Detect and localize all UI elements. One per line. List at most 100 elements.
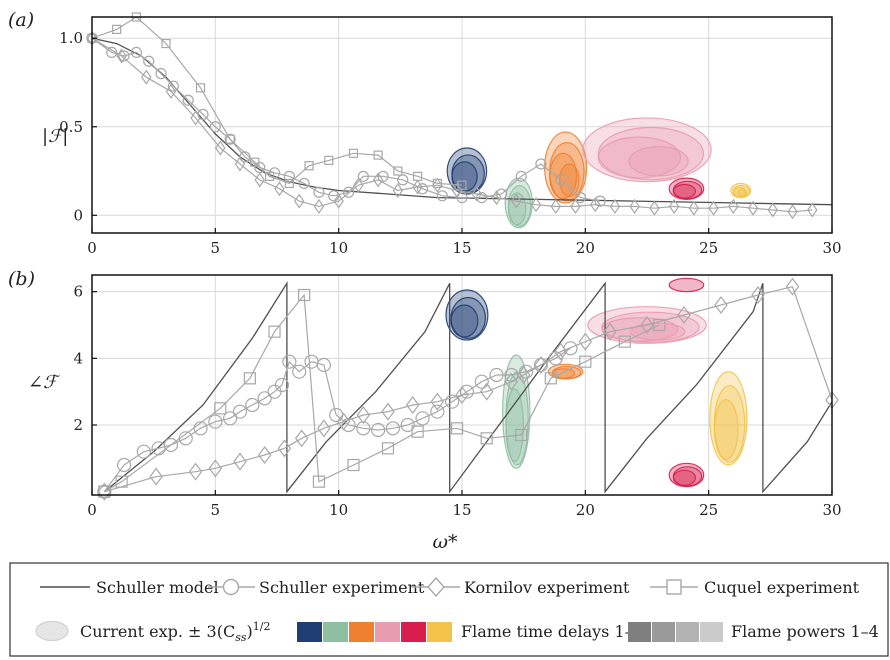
panel-b-kornilov-experiment-point (504, 372, 519, 391)
panel-a-kornilov-experiment-point (116, 48, 127, 64)
panel-b-schuller-experiment-point (232, 404, 248, 419)
panel-b-ticks: 0 5 10 15 20 25 30 2 4 6 (73, 283, 841, 519)
panel-a-schuller-experiment-line (91, 37, 601, 202)
panel-b-ytick-label: 6 (73, 283, 83, 301)
panel-b-kornilov-experiment-point (430, 392, 445, 411)
panel-b-kornilov-experiment-point (714, 296, 728, 314)
panel-a-kornilov-experiment-point (629, 198, 640, 214)
panel-a-kornilov-experiment-point (165, 83, 177, 99)
legend-power-swatches (628, 622, 723, 642)
panel-b-cuquel-experiment-point (411, 425, 424, 438)
panel-a-schuller-experiment-point (313, 186, 325, 198)
panel-a-schuller-experiment-point (130, 46, 142, 59)
panel-a-schuller-experiment-point (594, 195, 606, 207)
panel-a-kornilov-experiment-point (190, 110, 201, 126)
panel-b-kornilov-experiment-point (534, 356, 548, 374)
panel-a-cuquel-experiment-point (284, 178, 294, 189)
panel-b-schuller-experiment-point (415, 411, 430, 426)
panel-b-kornilov-experiment-line (104, 285, 833, 493)
panel-b-schuller-experiment-point (316, 357, 331, 373)
panel-a-schuller-experiment-point (167, 80, 179, 92)
panel-a-cuquel-experiment-point (373, 150, 383, 160)
panel-b-xtick-label: 25 (699, 501, 718, 519)
panel-b-kornilov-experiment-point (785, 277, 800, 296)
panel-a-kornilov-experiment-point (570, 198, 581, 214)
legend-power-swatch-1 (628, 622, 651, 642)
panel-a-schuller-experiment-point (209, 121, 221, 133)
legend-box (9, 562, 889, 657)
panel-b-kornilov-experiment-point (516, 366, 531, 384)
panel-b-schuller-experiment-point (474, 374, 489, 389)
panel-b-xlabel: ω* (433, 531, 458, 553)
panel-a-cuquel-experiment-point (348, 148, 359, 158)
panel-b-schuller-experiment-point (223, 411, 238, 426)
panel-b-schuller-experiment-point (445, 394, 460, 409)
panel-a-xtick-label: 25 (699, 239, 718, 257)
panel-a-kornilov-experiment-point (530, 197, 542, 213)
panel-a-kornilov-experiment-point (511, 193, 522, 209)
panel-a-ellipse-delay-2 (507, 192, 527, 226)
panel-a-kornilov-experiment-point (372, 172, 384, 188)
panel-b-cuquel-experiment-line (103, 293, 660, 493)
panel-a-schuller-experiment-point (182, 94, 194, 106)
panel-b-schuller-experiment-point (274, 377, 290, 393)
panel-a-schuller-experiment-point (416, 183, 429, 195)
panel-b-kornilov-experiment-point (233, 452, 247, 471)
panel-b-kornilov-experiment-point (356, 406, 371, 424)
panel-a-cuquel-experiment-point (432, 178, 442, 189)
legend: Schuller model Schuller experiment Korni… (9, 562, 889, 657)
panel-b-xtick-label: 30 (822, 501, 841, 519)
panel-b-ellipse-delay-6 (713, 399, 739, 460)
panel-b-kornilov-experiment-point (208, 459, 223, 478)
panel-b-kornilov-experiment-point (751, 286, 765, 304)
panel-b-cuquel-experiment-point (544, 372, 557, 385)
panel-b-schuller-model-line (103, 281, 833, 494)
legend-delay-swatch-2 (323, 622, 348, 642)
panel-a-schuller-experiment-point (476, 191, 488, 204)
panel-a-kornilov-experiment-point (392, 182, 404, 199)
panel-b-xtick-label: 10 (329, 501, 348, 519)
panel-b-schuller-experiment-point (371, 422, 386, 438)
panel-a-schuller-experiment-point (555, 174, 567, 186)
panel-a-kornilov-experiment-point (491, 190, 502, 206)
panel-b-schuller-experiment-point (282, 354, 297, 369)
panel-a-schuller-experiment-point (283, 170, 295, 182)
panel-a-kornilov-experiment-point (215, 140, 226, 156)
panel-a-kornilov-experiment-point (787, 204, 798, 220)
panel-a-kornilov-experiment-point (747, 200, 759, 216)
panel-a-kornilov-experiment-point (609, 198, 621, 214)
panel-b-ellipse-delay-1 (450, 304, 479, 338)
panel-a-kornilov-experiment-point (333, 193, 344, 209)
panel-a-xtick-label: 5 (211, 239, 221, 257)
panel-b-xtick-label: 0 (87, 501, 97, 519)
panel-a-ellipse-delay-4 (597, 126, 705, 181)
legend-power-swatch-3 (676, 622, 699, 642)
panel-b-cuquel-experiment-point (381, 442, 395, 455)
panel-b-cuquel-experiment-point (214, 402, 227, 415)
panel-b-ellipse-delay-4 (629, 322, 686, 341)
panel-a-kornilov-experiment-point (708, 200, 719, 216)
panel-a-xtick-label: 20 (576, 239, 595, 257)
legend-ellipse-sub: ss (235, 631, 247, 644)
panel-b-schuller-experiment-point (430, 404, 445, 419)
panel-b-schuller-experiment-point (208, 414, 223, 429)
legend-kornilov-marker (427, 576, 445, 598)
panel-b-cuquel-experiment-point (268, 325, 281, 338)
panel-b-cuquel-experiment-point (579, 355, 592, 368)
panel-a: (a) |ℱ| 0 5 10 15 20 25 30 0 0.5 1.0 (8, 9, 842, 257)
panel-a-series (86, 12, 833, 220)
panel-b-schuller-experiment-point (116, 457, 132, 473)
panel-b-schuller-experiment-point (489, 367, 504, 383)
panel-b-cuquel-experiment-point (450, 422, 464, 435)
panel-a-kornilov-experiment-point (471, 186, 483, 202)
panel-b-cuquel-experiment-point (312, 475, 326, 488)
panel-a-kornilov-experiment-point (412, 179, 423, 195)
panel-a-xtick-label: 30 (822, 239, 841, 257)
panel-a-ytick-label: 0 (73, 206, 83, 224)
panel-a-ellipse-delay-3 (559, 163, 580, 198)
panel-b-kornilov-experiment-point (578, 332, 593, 351)
legend-kornilov-label: Kornilov experiment (464, 578, 630, 597)
panel-b-kornilov-experiment-point (188, 462, 203, 481)
legend-delay-swatch-1 (297, 622, 322, 642)
